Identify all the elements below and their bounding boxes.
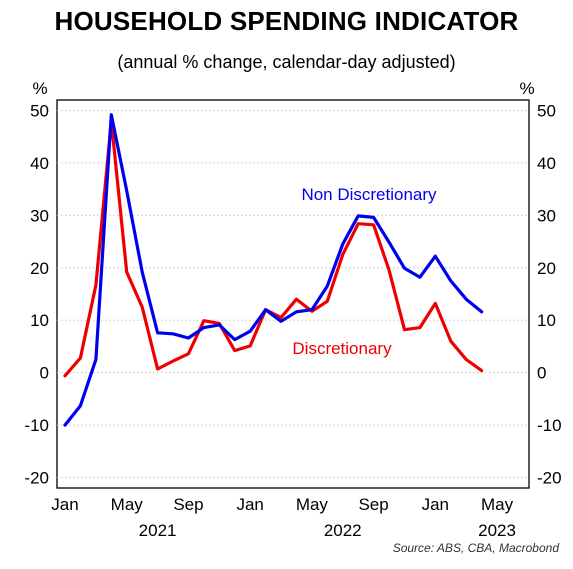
chart-title: HOUSEHOLD SPENDING INDICATOR: [54, 6, 519, 36]
y-tick-left--20: -20: [24, 469, 49, 488]
year-label-2021: 2021: [139, 521, 177, 540]
y-tick-right-10: 10: [537, 311, 556, 330]
y-tick-left-10: 10: [30, 311, 49, 330]
y-tick-right--10: -10: [537, 416, 562, 435]
y-tick-left-40: 40: [30, 154, 49, 173]
y-tick-right-40: 40: [537, 154, 556, 173]
series-line-non-discretionary: [63, 113, 484, 427]
y-tick-right-0: 0: [537, 364, 546, 383]
y-tick-left-0: 0: [40, 364, 49, 383]
y-axis-unit-left: %: [32, 79, 47, 98]
x-tick-0: Jan: [51, 495, 78, 514]
y-axis-unit-right: %: [519, 79, 534, 98]
x-tick-5: Sep: [358, 495, 388, 514]
x-tick-7: May: [481, 495, 514, 514]
x-tick-4: May: [296, 495, 329, 514]
x-tick-1: May: [111, 495, 144, 514]
y-tick-labels: -20 -20 -10 -10 0 0 10 10 20 20 30 30 40 40 50 50: [24, 101, 561, 487]
y-tick-right-20: 20: [537, 259, 556, 278]
source-note: Source: ABS, CBA, Macrobond: [392, 541, 559, 555]
y-tick-left-50: 50: [30, 101, 49, 120]
series-lines: [63, 113, 484, 427]
gridlines: [57, 109, 529, 479]
y-tick-right-30: 30: [537, 206, 556, 225]
x-tick-labels: Jan May Sep Jan May Sep Jan May 2021 2022 2023: [51, 495, 516, 540]
y-tick-left--10: -10: [24, 416, 49, 435]
y-tick-right--20: -20: [537, 469, 562, 488]
chart-subtitle: (annual % change, calendar-day adjusted): [117, 52, 456, 72]
series-label-discretionary: Discretionary: [292, 339, 392, 358]
y-tick-right-50: 50: [537, 101, 556, 120]
series-label-non-discretionary: Non Discretionary: [301, 185, 437, 204]
plot-area-frame: [56, 99, 530, 489]
year-label-2023: 2023: [478, 521, 516, 540]
series-line-discretionary: [63, 119, 484, 378]
y-tick-left-30: 30: [30, 206, 49, 225]
x-tick-3: Jan: [236, 495, 263, 514]
y-tick-left-20: 20: [30, 259, 49, 278]
x-tick-2: Sep: [173, 495, 203, 514]
year-label-2022: 2022: [324, 521, 362, 540]
x-tick-6: Jan: [422, 495, 449, 514]
